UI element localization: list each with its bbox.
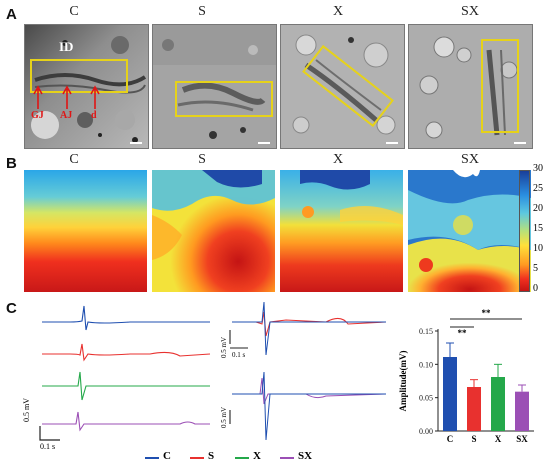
highlight-box-c [30, 59, 128, 93]
em-image-c: ID GJ AJ d [24, 24, 149, 149]
colorbar-tick-10: 10 [533, 243, 543, 254]
y-tick-label: 0.15 [419, 327, 433, 336]
trace-c [42, 305, 210, 331]
bar-s [467, 387, 481, 431]
heatmap-c [24, 170, 147, 292]
overlay-c-top [232, 301, 386, 356]
trace-x [42, 371, 210, 401]
legend-swatch-sx [280, 457, 294, 459]
bar-c [443, 357, 457, 431]
colorbar-tick-15: 15 [533, 223, 543, 234]
x-tick-label: C [447, 434, 454, 444]
col-label-b-sx: SX [461, 152, 479, 167]
col-label-a-c: C [69, 4, 79, 19]
overlay-sx [232, 377, 387, 405]
gj-label: GJ [31, 110, 44, 121]
overlay-scale-voltage-bottom: 0.5 mV [220, 407, 228, 428]
bar-sx [515, 391, 529, 431]
colorbar-tick-5: 5 [533, 263, 538, 274]
col-label-b-s: S [198, 152, 206, 167]
y-tick-label: 0.10 [419, 360, 433, 369]
legend-label-sx: SX [298, 450, 313, 462]
panel-letter-c: C [6, 300, 17, 317]
id-label: ID [59, 39, 74, 54]
x-tick-label: X [495, 434, 502, 444]
em-image-x [280, 24, 405, 149]
x-tick-label: S [471, 434, 476, 444]
colorbar-tick-20: 20 [533, 203, 543, 214]
highlight-box-s [175, 81, 273, 117]
legend: C S X SX [145, 450, 345, 466]
legend-label-s: S [208, 450, 215, 462]
overlay-traces [229, 301, 387, 441]
heatmap-sx [408, 170, 531, 292]
scalebar [39, 426, 60, 441]
legend-swatch-s [190, 457, 204, 459]
legend-label-x: X [253, 450, 261, 462]
highlight-box-sx [481, 39, 519, 133]
em-image-sx [408, 24, 533, 149]
trace-stack [39, 305, 211, 441]
legend-label-c: C [163, 450, 171, 462]
y-axis-label: Amplitude(mV) [398, 351, 408, 412]
y-tick-label: 0.00 [419, 427, 433, 436]
em-image-s [152, 24, 277, 149]
d-label: d [91, 110, 97, 121]
panel-letter-b: B [6, 155, 17, 172]
col-label-a-sx: SX [461, 4, 479, 19]
heatmap-x [280, 170, 403, 292]
col-label-a-x: X [332, 4, 344, 19]
col-label-b-x: X [332, 152, 344, 167]
y-tick-label: 0.05 [419, 394, 433, 403]
sig-label-cs: ** [458, 328, 468, 338]
colorbar-tick-0: 0 [533, 283, 538, 294]
overlay-scale-time: 0.1 s [232, 351, 246, 359]
overlay-s [232, 311, 387, 337]
heatmap-s [152, 170, 275, 292]
trace-sx [42, 411, 210, 432]
legend-swatch-x [235, 457, 249, 459]
sig-label-csx: ** [482, 308, 492, 318]
scale-time-label: 0.1 s [40, 442, 56, 451]
trace-s [42, 343, 211, 362]
colorbar-tick-25: 25 [533, 183, 543, 194]
colorbar [519, 170, 530, 292]
overlay-c-bottom [232, 371, 386, 441]
bar-x [491, 377, 505, 431]
x-tick-label: SX [516, 434, 528, 444]
col-label-b-c: C [69, 152, 79, 167]
colorbar-tick-30: 30 [533, 163, 543, 174]
overlay-scale-voltage-top: 0.5 mV [220, 337, 228, 358]
col-label-a-s: S [198, 4, 206, 19]
legend-swatch-c [145, 457, 159, 459]
scale-voltage-label: 0.5 mV [22, 398, 31, 422]
panel-letter-a: A [6, 6, 17, 23]
aj-label: AJ [60, 110, 73, 121]
